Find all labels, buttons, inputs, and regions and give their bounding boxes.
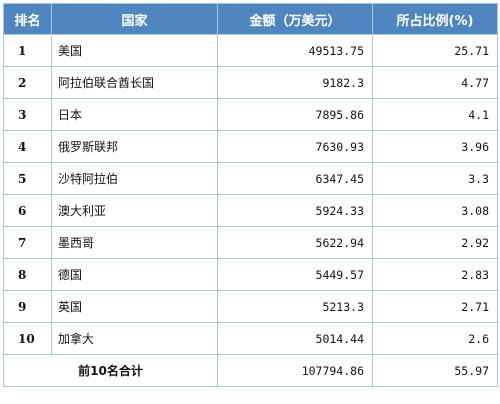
- table-row: 1 美国 49513.75 25.71: [3, 34, 498, 67]
- country-cell: 阿拉伯联合酋长国: [51, 66, 218, 99]
- total-share: 55.97: [372, 354, 498, 387]
- rank-cell: 3: [3, 98, 52, 131]
- share-cell: 4.1: [372, 98, 498, 131]
- amount-cell: 7630.93: [217, 130, 373, 163]
- share-cell: 2.92: [372, 226, 498, 259]
- country-cell: 德国: [51, 258, 218, 291]
- country-cell: 英国: [51, 290, 218, 323]
- amount-cell: 5213.3: [217, 290, 373, 323]
- country-cell: 日本: [51, 98, 218, 131]
- table-row: 8 德国 5449.57 2.83: [3, 258, 498, 291]
- share-cell: 2.6: [372, 322, 498, 355]
- share-cell: 3.08: [372, 194, 498, 227]
- table-header: 排名 国家 金额（万美元） 所占比例(%): [3, 3, 498, 35]
- table-row: 3 日本 7895.86 4.1: [3, 98, 498, 131]
- rank-cell: 9: [3, 290, 52, 323]
- country-cell: 澳大利亚: [51, 194, 218, 227]
- rank-cell: 7: [3, 226, 52, 259]
- amount-cell: 6347.45: [217, 162, 373, 195]
- share-cell: 2.83: [372, 258, 498, 291]
- rank-cell: 6: [3, 194, 52, 227]
- share-cell: 3.3: [372, 162, 498, 195]
- country-cell: 墨西哥: [51, 226, 218, 259]
- share-cell: 2.71: [372, 290, 498, 323]
- header-country: 国家: [51, 3, 218, 35]
- table-row: 2 阿拉伯联合酋长国 9182.3 4.77: [3, 66, 498, 99]
- table-footer: 前10名合计 107794.86 55.97: [3, 354, 498, 387]
- rank-cell: 5: [3, 162, 52, 195]
- header-amount: 金额（万美元）: [217, 3, 373, 35]
- rank-cell: 8: [3, 258, 52, 291]
- rank-cell: 2: [3, 66, 52, 99]
- share-cell: 3.96: [372, 130, 498, 163]
- table-row: 6 澳大利亚 5924.33 3.08: [3, 194, 498, 227]
- amount-cell: 7895.86: [217, 98, 373, 131]
- table-body: 1 美国 49513.75 25.71 2 阿拉伯联合酋长国 9182.3 4.77 3 日本 78…: [3, 34, 498, 355]
- ranking-table-container: 排名 国家 金额（万美元） 所占比例(%) 1 美国 49513.75 25.71 2 阿…: [3, 3, 498, 387]
- country-cell: 俄罗斯联邦: [51, 130, 218, 163]
- total-row: 前10名合计 107794.86 55.97: [3, 354, 498, 387]
- share-cell: 25.71: [372, 34, 498, 67]
- country-cell: 加拿大: [51, 322, 218, 355]
- country-cell: 美国: [51, 34, 218, 67]
- amount-cell: 49513.75: [217, 34, 373, 67]
- table-row: 10 加拿大 5014.44 2.6: [3, 322, 498, 355]
- share-cell: 4.77: [372, 66, 498, 99]
- amount-cell: 5924.33: [217, 194, 373, 227]
- total-label: 前10名合计: [3, 354, 218, 387]
- total-amount: 107794.86: [217, 354, 373, 387]
- country-cell: 沙特阿拉伯: [51, 162, 218, 195]
- amount-cell: 5622.94: [217, 226, 373, 259]
- rank-cell: 10: [3, 322, 52, 355]
- amount-cell: 9182.3: [217, 66, 373, 99]
- table-row: 7 墨西哥 5622.94 2.92: [3, 226, 498, 259]
- amount-cell: 5014.44: [217, 322, 373, 355]
- header-rank: 排名: [3, 3, 52, 35]
- header-share: 所占比例(%): [372, 3, 498, 35]
- table-row: 9 英国 5213.3 2.71: [3, 290, 498, 323]
- ranking-table: 排名 国家 金额（万美元） 所占比例(%) 1 美国 49513.75 25.71 2 阿…: [3, 3, 498, 387]
- rank-cell: 1: [3, 34, 52, 67]
- amount-cell: 5449.57: [217, 258, 373, 291]
- table-row: 4 俄罗斯联邦 7630.93 3.96: [3, 130, 498, 163]
- rank-cell: 4: [3, 130, 52, 163]
- header-row: 排名 国家 金额（万美元） 所占比例(%): [3, 3, 498, 35]
- table-row: 5 沙特阿拉伯 6347.45 3.3: [3, 162, 498, 195]
